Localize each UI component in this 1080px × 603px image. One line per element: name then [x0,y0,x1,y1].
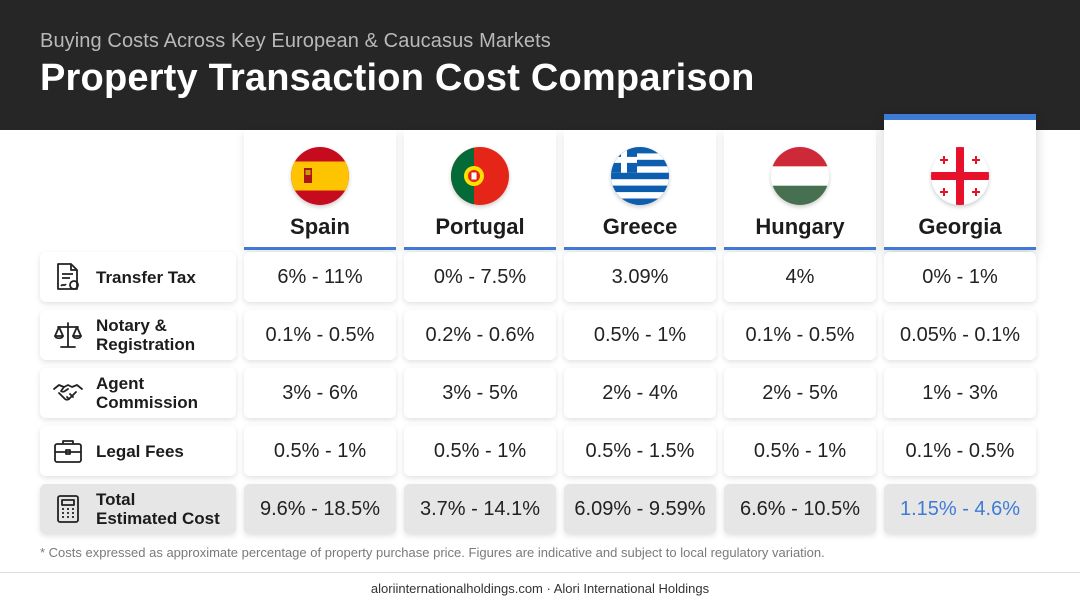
row-label-text: Agent Commission [96,368,198,418]
cell-total-portugal: 3.7% - 14.1% [404,484,556,534]
calculator-icon [52,493,84,525]
page-title: Property Transaction Cost Comparison [40,57,755,99]
cell-transfer-tax-portugal: 0% - 7.5% [404,252,556,302]
row-label-notary-registration: Notary & Registration [40,310,236,360]
row-label-text: Total Estimated Cost [96,484,220,534]
column-header-georgia: Georgia [884,114,1036,250]
country-name: Georgia [918,214,1002,239]
country-name: Greece [602,214,678,239]
column-header-portugal: Portugal [404,130,556,250]
briefcase-icon [52,435,84,467]
georgia-flag-icon [931,147,989,205]
column-header-hungary: Hungary [724,130,876,250]
document-stamp-icon [52,261,84,293]
handshake-icon [52,377,84,409]
spain-flag-icon [291,147,349,205]
row-label-agent-commission: Agent Commission [40,368,236,418]
cell-agent-portugal: 3% - 5% [404,368,556,418]
row-label-line2: Registration [96,335,196,354]
cell-total-hungary: 6.6% - 10.5% [724,484,876,534]
cell-agent-greece: 2% - 4% [564,368,716,418]
row-label-text: Legal Fees [96,441,184,461]
row-label-line1: Total [96,490,136,509]
cell-total-georgia: 1.15% - 4.6% [884,484,1036,534]
hungary-flag-icon [771,147,829,205]
cell-notary-portugal: 0.2% - 0.6% [404,310,556,360]
row-label-line2: Commission [96,393,199,412]
cell-legal-greece: 0.5% - 1.5% [564,426,716,476]
column-header-spain: Spain [244,130,396,250]
cell-total-greece: 6.09% - 9.59% [564,484,716,534]
row-label-line2: Estimated Cost [96,509,220,528]
row-label-transfer-tax: Transfer Tax [40,252,236,302]
cell-legal-georgia: 0.1% - 0.5% [884,426,1036,476]
cell-transfer-tax-greece: 3.09% [564,252,716,302]
cell-transfer-tax-hungary: 4% [724,252,876,302]
cell-transfer-tax-spain: 6% - 11% [244,252,396,302]
cell-notary-greece: 0.5% - 1% [564,310,716,360]
column-header-greece: Greece [564,130,716,250]
cell-legal-spain: 0.5% - 1% [244,426,396,476]
cell-notary-spain: 0.1% - 0.5% [244,310,396,360]
portugal-flag-icon [451,147,509,205]
row-label-total-estimated-cost: Total Estimated Cost [40,484,236,534]
footnote: * Costs expressed as approximate percent… [40,545,825,560]
footer-divider [0,572,1080,573]
cell-agent-hungary: 2% - 5% [724,368,876,418]
footer-credit: aloriinternationalholdings.com · Alori I… [370,581,710,596]
cell-notary-hungary: 0.1% - 0.5% [724,310,876,360]
cell-total-spain: 9.6% - 18.5% [244,484,396,534]
cell-notary-georgia: 0.05% - 0.1% [884,310,1036,360]
cell-transfer-tax-georgia: 0% - 1% [884,252,1036,302]
cell-legal-hungary: 0.5% - 1% [724,426,876,476]
cell-agent-spain: 3% - 6% [244,368,396,418]
page-subtitle: Buying Costs Across Key European & Cauca… [40,30,551,52]
row-label-line1: Agent [96,374,145,393]
country-name: Portugal [435,214,525,239]
cell-legal-portugal: 0.5% - 1% [404,426,556,476]
cell-agent-georgia: 1% - 3% [884,368,1036,418]
row-label-text: Notary & Registration [96,310,195,360]
row-label-text: Transfer Tax [96,267,196,287]
row-label-legal-fees: Legal Fees [40,426,236,476]
row-label-line1: Notary & [96,316,167,335]
header-band: Buying Costs Across Key European & Cauca… [0,0,1080,130]
scales-icon [52,319,84,351]
country-name: Spain [290,214,350,239]
country-name: Hungary [755,214,845,239]
greece-flag-icon [611,147,669,205]
